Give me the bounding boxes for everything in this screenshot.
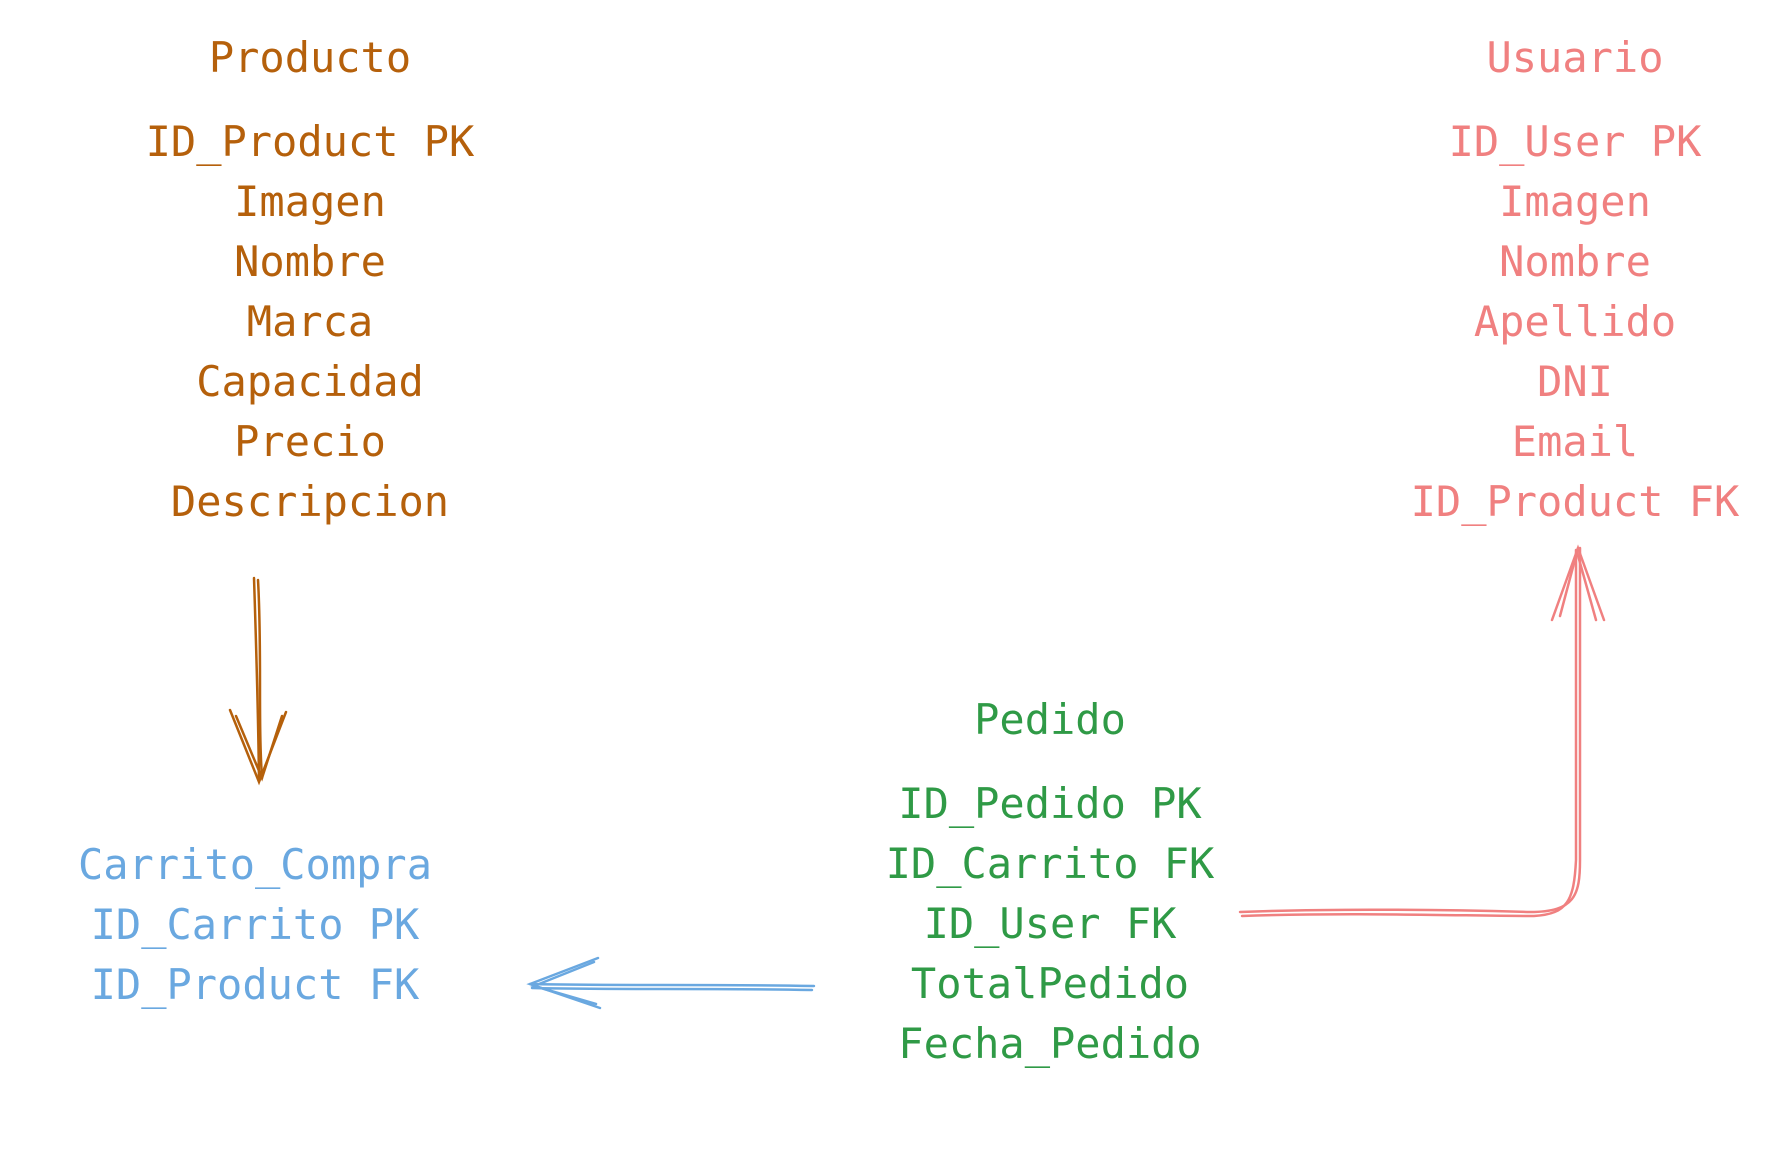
entity-field: Apellido: [1473, 297, 1677, 346]
arrow-producto-to-carrito: [228, 576, 288, 786]
entity-field: TotalPedido: [910, 959, 1190, 1008]
entity-usuario: Usuario ID_User PK Imagen Nombre Apellid…: [1395, 28, 1755, 532]
entity-producto: Producto ID_Product PK Imagen Nombre Mar…: [120, 28, 500, 532]
entity-field: Marca: [246, 297, 374, 346]
entity-field: ID_Pedido PK: [898, 779, 1202, 828]
entity-field: Imagen: [234, 177, 386, 226]
entity-field: ID_Product PK: [145, 117, 475, 166]
entity-field: ID_Carrito FK: [885, 839, 1215, 888]
entity-pedido: Pedido ID_Pedido PK ID_Carrito FK ID_Use…: [860, 690, 1240, 1074]
entity-title: Pedido: [974, 695, 1126, 744]
entity-carrito: Carrito_Compra ID_Carrito PK ID_Product …: [60, 835, 450, 1015]
entity-title: Producto: [208, 33, 412, 82]
entity-field: ID_Product FK: [1410, 477, 1740, 526]
entity-field: DNI: [1537, 357, 1613, 406]
entity-field: Nombre: [1499, 237, 1651, 286]
entity-field: Email: [1511, 417, 1639, 466]
arrow-pedido-to-usuario: [1238, 544, 1606, 918]
entity-field: Capacidad: [196, 357, 424, 406]
arrow-pedido-to-carrito: [526, 956, 816, 1010]
entity-field: ID_Carrito PK: [90, 900, 420, 949]
entity-field: Descripcion: [170, 477, 450, 526]
entity-field: Fecha_Pedido: [898, 1019, 1202, 1068]
entity-field: Imagen: [1499, 177, 1651, 226]
entity-field: Precio: [234, 417, 386, 466]
entity-field: ID_User FK: [923, 899, 1177, 948]
entity-field: Nombre: [234, 237, 386, 286]
entity-field: ID_User PK: [1448, 117, 1702, 166]
entity-field: ID_Product FK: [90, 960, 420, 1009]
entity-title: Carrito_Compra: [77, 840, 432, 889]
entity-title: Usuario: [1486, 33, 1664, 82]
